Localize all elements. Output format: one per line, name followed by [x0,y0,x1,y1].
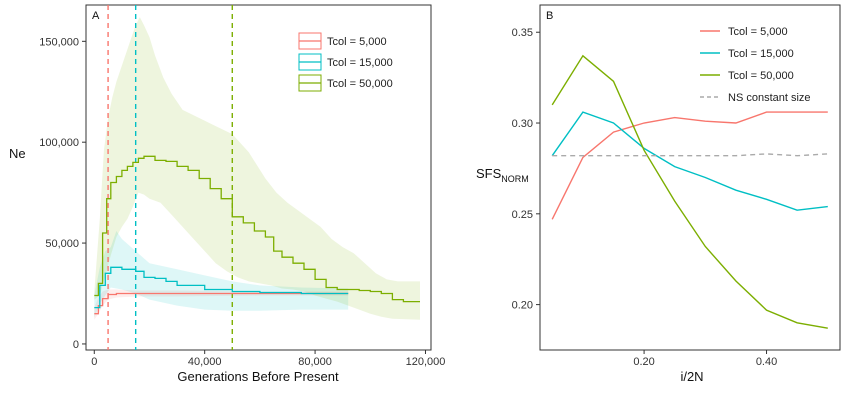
panel-b-y-tick-label: 0.35 [512,27,533,39]
panel-b-series-line-1 [551,111,828,211]
panel-a-lines [94,155,420,315]
panel-a-x-tick-label: 40,000 [188,356,222,368]
panel-b: B SFSNORM i/2N 0.20 0.40 0.20 0.25 0.30 0.35… [476,4,841,384]
panel-a-x-axis: 0 40,000 80,000 120,000 [91,350,445,368]
legend-item-b-0: Tcol = 5,000 [700,26,788,38]
panel-a-series-line-2 [94,155,420,303]
legend-b-1-label: Tcol = 15,000 [728,48,794,60]
panel-a-series-line-0 [94,292,349,315]
panel-a-y-tick-label: 50,000 [45,238,79,250]
panel-a-border [85,4,432,351]
legend-b-3-label: NS constant size [728,92,811,104]
legend-item-b-1: Tcol = 15,000 [700,48,794,60]
legend-b-2-label: Tcol = 50,000 [728,70,794,82]
panel-a-y-axis-title: Ne [9,146,26,161]
panel-a-band-2 [94,17,421,320]
panel-b-y-axis: 0.20 0.25 0.30 0.35 [512,27,540,312]
panel-b-label: B [546,10,553,22]
panel-a-band-1 [94,231,349,318]
panel-a-bands [94,17,421,320]
legend-a-0-label: Tcol = 5,000 [327,36,387,48]
panel-a-band-0 [94,289,349,320]
panel-b-series-line-2 [551,54,828,329]
panel-a-series-line-1 [94,266,349,309]
legend-item-a-2: Tcol = 50,000 [298,74,393,92]
panel-b-x-tick-label: 0.20 [633,356,654,368]
panel-b-y-axis-title: SFSNORM [476,166,529,184]
panel-a-x-tick-label: 80,000 [298,356,332,368]
panel-a-y-tick-label: 0 [73,339,79,351]
panel-b-y-tick-label: 0.25 [512,209,533,221]
panel-a-x-tick-label: 120,000 [406,356,446,368]
panel-b-y-axis-title-sub: NORM [501,174,529,184]
panel-a-label: A [92,10,100,22]
legend-b-0-label: Tcol = 5,000 [728,26,788,38]
panel-b-x-tick-label: 0.40 [756,356,777,368]
legend-item-a-1: Tcol = 15,000 [298,53,393,71]
panel-b-x-axis-title: i/2N [680,369,703,384]
panel-b-lines [551,54,828,329]
panel-a-legend: Tcol = 5,000 Tcol = 15,000 Tcol = 50,000 [298,32,393,92]
panel-a-x-axis-title: Generations Before Present [177,369,339,384]
legend-item-b-3: NS constant size [700,92,811,104]
panel-a-vlines [107,5,233,350]
panel-b-x-axis: 0.20 0.40 [633,350,777,368]
legend-item-a-0: Tcol = 5,000 [298,32,387,50]
legend-item-b-2: Tcol = 50,000 [700,70,794,82]
panel-a-y-axis: 0 50,000 100,000 150,000 [39,36,86,351]
legend-a-2-label: Tcol = 50,000 [327,78,393,90]
panel-a-y-tick-label: 100,000 [39,137,79,149]
panel-b-border [539,4,841,351]
panel-b-y-tick-label: 0.20 [512,300,533,312]
panel-b-series-line-3 [552,153,828,157]
panel-a-x-tick-label: 0 [91,356,97,368]
panel-b-legend: Tcol = 5,000 Tcol = 15,000 Tcol = 50,000… [700,26,811,104]
panel-a: A Ne Generations Before Present 0 40,000 8… [9,4,445,384]
panel-b-series-line-0 [551,111,828,220]
panel-a-y-tick-label: 150,000 [39,36,79,48]
panel-b-y-axis-title-main: SFS [476,166,502,181]
legend-a-1-label: Tcol = 15,000 [327,57,393,69]
panel-b-y-tick-label: 0.30 [512,118,533,130]
